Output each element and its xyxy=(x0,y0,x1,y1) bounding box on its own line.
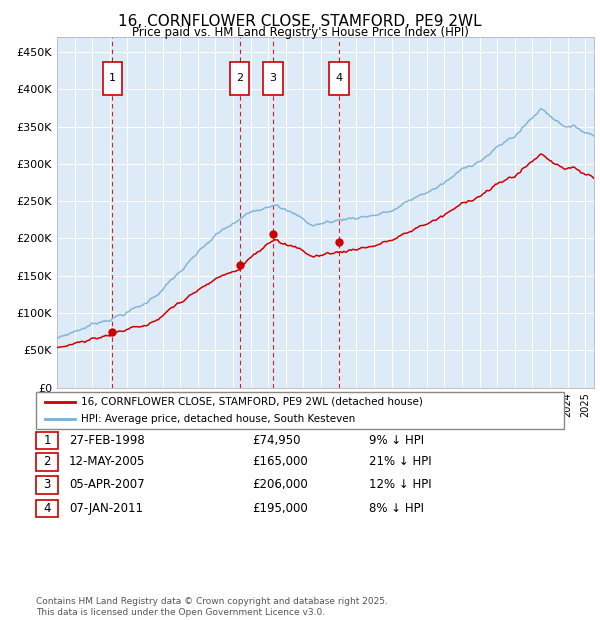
Text: £165,000: £165,000 xyxy=(252,456,308,468)
Text: 12% ↓ HPI: 12% ↓ HPI xyxy=(369,479,431,491)
Text: 16, CORNFLOWER CLOSE, STAMFORD, PE9 2WL (detached house): 16, CORNFLOWER CLOSE, STAMFORD, PE9 2WL … xyxy=(81,397,423,407)
Text: 1: 1 xyxy=(109,73,116,83)
Text: 8% ↓ HPI: 8% ↓ HPI xyxy=(369,502,424,515)
Text: 12-MAY-2005: 12-MAY-2005 xyxy=(69,456,145,468)
Text: 2: 2 xyxy=(236,73,243,83)
Text: 4: 4 xyxy=(335,73,343,83)
Bar xyxy=(103,62,122,95)
Bar xyxy=(230,62,249,95)
Text: HPI: Average price, detached house, South Kesteven: HPI: Average price, detached house, Sout… xyxy=(81,414,355,424)
Text: Price paid vs. HM Land Registry's House Price Index (HPI): Price paid vs. HM Land Registry's House … xyxy=(131,26,469,39)
Text: £206,000: £206,000 xyxy=(252,479,308,491)
Text: £195,000: £195,000 xyxy=(252,502,308,515)
Text: 1: 1 xyxy=(43,434,51,446)
Bar xyxy=(263,62,283,95)
Text: 3: 3 xyxy=(43,479,51,491)
Text: 9% ↓ HPI: 9% ↓ HPI xyxy=(369,434,424,446)
Text: 16, CORNFLOWER CLOSE, STAMFORD, PE9 2WL: 16, CORNFLOWER CLOSE, STAMFORD, PE9 2WL xyxy=(118,14,482,29)
Text: 3: 3 xyxy=(269,73,277,83)
Bar xyxy=(329,62,349,95)
Text: 05-APR-2007: 05-APR-2007 xyxy=(69,479,145,491)
Text: £74,950: £74,950 xyxy=(252,434,301,446)
Text: 2: 2 xyxy=(43,456,51,468)
Text: Contains HM Land Registry data © Crown copyright and database right 2025.
This d: Contains HM Land Registry data © Crown c… xyxy=(36,598,388,617)
Text: 21% ↓ HPI: 21% ↓ HPI xyxy=(369,456,431,468)
Text: 27-FEB-1998: 27-FEB-1998 xyxy=(69,434,145,446)
Text: 07-JAN-2011: 07-JAN-2011 xyxy=(69,502,143,515)
Text: 4: 4 xyxy=(43,502,51,515)
